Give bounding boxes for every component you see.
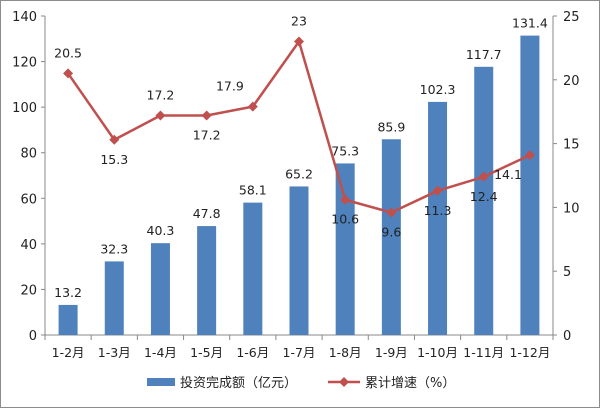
left-tick-label: 80	[20, 147, 37, 162]
bar-series	[58, 35, 540, 336]
line-point	[63, 68, 74, 79]
legend-bar-swatch	[147, 378, 175, 386]
left-tick-label: 40	[20, 238, 37, 253]
line-point	[340, 194, 351, 205]
bar-data-labels: 13.2 32.3 40.3 47.8 58.1 65.2 75.3 85.9 102.3 117…	[54, 16, 548, 300]
line-point	[294, 36, 304, 47]
x-tick-label: 1-10月	[417, 345, 458, 360]
bar	[58, 304, 78, 335]
left-tick-label: 140	[12, 10, 37, 25]
left-tick-label: 20	[20, 283, 37, 298]
line-value-label: 15.3	[100, 152, 128, 167]
bar-value-label: 131.4	[512, 16, 548, 31]
line-point	[109, 134, 120, 145]
bar-value-label: 40.3	[147, 223, 175, 238]
legend-line-label: 累计增速（%）	[365, 376, 455, 391]
right-tick-label: 5	[563, 265, 571, 280]
bar-value-label: 13.2	[54, 285, 82, 300]
bar	[474, 66, 494, 336]
x-tick-label: 1-8月	[329, 345, 362, 360]
line-point	[478, 171, 489, 182]
line-value-label: 17.2	[147, 88, 175, 103]
right-tick-label: 0	[563, 329, 571, 344]
x-axis-ticks: 1-2月 1-3月 1-4月 1-5月 1-6月 1-7月 1-8月 1-9月 1-10月 1-1…	[44, 335, 554, 360]
line-point	[201, 110, 212, 121]
line-value-label: 17.9	[216, 79, 244, 94]
right-tick-label: 15	[563, 138, 580, 153]
right-axis-ticks: 0 5 10 15 20 25	[553, 10, 580, 344]
line-point	[386, 207, 397, 218]
line-series	[63, 36, 535, 218]
legend-line-marker	[339, 377, 349, 387]
bar	[150, 243, 170, 335]
line-point	[247, 101, 258, 112]
bar	[381, 139, 401, 335]
legend: 投资完成额（亿元） 累计增速（%）	[147, 375, 455, 391]
legend-bar-label: 投资完成额（亿元）	[180, 375, 297, 391]
line-point	[432, 185, 443, 196]
left-tick-label: 0	[29, 329, 37, 344]
left-tick-label: 120	[12, 56, 37, 71]
bar	[335, 163, 355, 335]
line-value-label: 20.5	[54, 45, 82, 60]
line-value-label: 23	[291, 14, 307, 29]
x-tick-label: 1-11月	[463, 345, 504, 360]
left-tick-label: 100	[12, 101, 37, 116]
left-tick-label: 60	[20, 192, 37, 207]
bar-value-label: 85.9	[377, 119, 405, 134]
x-tick-label: 1-12月	[509, 345, 550, 360]
x-tick-label: 1-4月	[144, 345, 177, 360]
right-tick-label: 25	[563, 10, 580, 25]
line-point	[155, 110, 166, 121]
bar	[104, 261, 124, 335]
bar	[289, 186, 309, 335]
line-data-labels: 20.5 15.3 17.2 17.2 17.9 23 10.6 9.6 11.3 12.4 14.…	[54, 14, 522, 240]
line-value-label: 9.6	[381, 225, 401, 240]
line-value-label: 17.2	[193, 128, 221, 143]
bar-value-label: 58.1	[239, 183, 267, 198]
bar	[520, 35, 540, 336]
x-tick-label: 1-7月	[283, 345, 316, 360]
left-axis-ticks: 0 20 40 60 80 100 120 140	[12, 10, 45, 344]
x-tick-label: 1-3月	[98, 345, 131, 360]
bar-value-label: 102.3	[420, 82, 456, 97]
bar-value-label: 75.3	[331, 143, 359, 158]
right-tick-label: 20	[563, 74, 580, 89]
x-tick-label: 1-2月	[52, 345, 85, 360]
x-tick-label: 1-6月	[236, 345, 269, 360]
line-value-label: 14.1	[494, 167, 522, 182]
bar-value-label: 32.3	[100, 241, 128, 256]
bar-value-label: 47.8	[193, 206, 221, 221]
right-tick-label: 10	[563, 201, 580, 216]
line-value-label: 12.4	[470, 189, 498, 204]
x-tick-label: 1-5月	[190, 345, 223, 360]
x-tick-label: 1-9月	[375, 345, 408, 360]
bar	[197, 226, 217, 335]
bar-value-label: 65.2	[285, 166, 313, 181]
bar	[243, 202, 263, 335]
line-value-label: 10.6	[331, 212, 359, 227]
bar-value-label: 117.7	[466, 47, 502, 62]
line-value-label: 11.3	[424, 203, 452, 218]
line-point	[524, 150, 535, 161]
bar	[428, 101, 448, 335]
